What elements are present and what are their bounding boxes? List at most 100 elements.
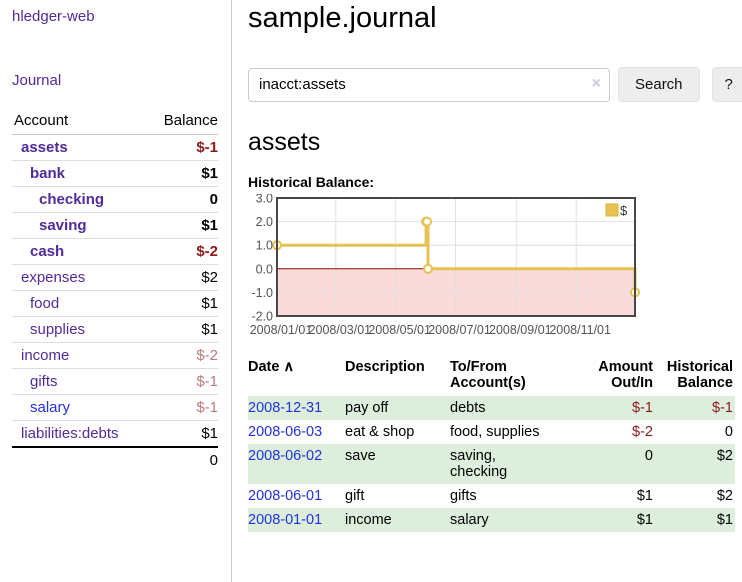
account-row: bank $1 bbox=[12, 160, 218, 187]
account-balance: $1 bbox=[146, 420, 218, 448]
account-heading: assets bbox=[248, 128, 321, 156]
transaction-accounts: food, supplies bbox=[450, 424, 540, 440]
transaction-row: 2008-01-01 income salary $1 $1 bbox=[248, 508, 735, 532]
account-link[interactable]: food bbox=[30, 295, 60, 312]
transaction-accounts: gifts bbox=[450, 488, 477, 504]
help-button[interactable]: ? bbox=[711, 67, 742, 102]
transaction-balance: $-1 bbox=[712, 400, 733, 416]
page-title: sample.journal bbox=[248, 2, 437, 34]
account-row: supplies $1 bbox=[12, 316, 218, 343]
sidebar: hledger-web Journal Account Balance asse… bbox=[0, 0, 232, 582]
app-title-link[interactable]: hledger-web bbox=[12, 8, 95, 25]
account-balance: $1 bbox=[146, 316, 218, 343]
clear-search-icon[interactable]: × bbox=[591, 74, 601, 92]
transaction-balance: $1 bbox=[716, 512, 733, 528]
register-header-row: Date ∧ Description To/From Account(s) Am… bbox=[248, 356, 735, 396]
transaction-description: save bbox=[345, 448, 376, 464]
account-balance: $-2 bbox=[146, 238, 218, 265]
transaction-row: 2008-12-31 pay off debts $-1 $-1 bbox=[248, 396, 735, 420]
transaction-row: 2008-06-03 eat & shop food, supplies $-2 0 bbox=[248, 420, 735, 444]
y-tick-label: 3.0 bbox=[256, 194, 273, 206]
register-table: Date ∧ Description To/From Account(s) Am… bbox=[248, 356, 735, 532]
account-row: saving $1 bbox=[12, 212, 218, 239]
transaction-date-link[interactable]: 2008-06-03 bbox=[248, 424, 323, 440]
data-point-marker bbox=[422, 216, 433, 227]
account-link[interactable]: saving bbox=[39, 217, 87, 234]
search-input-wrap: × bbox=[248, 67, 610, 102]
app-title: hledger-web bbox=[12, 8, 217, 26]
account-balance: $1 bbox=[146, 160, 218, 187]
account-link[interactable]: income bbox=[21, 347, 70, 364]
account-row: assets $-1 bbox=[12, 134, 218, 161]
account-balance: $-1 bbox=[146, 394, 218, 421]
main-content: sample.journal × Search ? assets Histori… bbox=[232, 0, 742, 582]
transaction-description: income bbox=[345, 512, 392, 528]
account-balance: 0 bbox=[146, 186, 218, 213]
data-point-marker bbox=[423, 263, 434, 274]
transaction-row: 2008-06-02 save saving, checking 0 $2 bbox=[248, 444, 735, 484]
y-tick-label: -2.0 bbox=[251, 310, 273, 324]
accounts-balance-table: Account Balance assets $-1 bank $1 checking 0… bbox=[12, 108, 218, 473]
transaction-balance: $2 bbox=[716, 488, 733, 504]
account-link[interactable]: salary bbox=[30, 399, 71, 416]
y-tick-label: 1.0 bbox=[256, 239, 273, 253]
y-tick-label: -1.0 bbox=[251, 286, 273, 300]
account-link[interactable]: cash bbox=[30, 243, 65, 260]
x-tick-label: 2008/09/01 bbox=[489, 323, 552, 337]
transaction-amount: $-1 bbox=[632, 400, 653, 416]
account-balance: $1 bbox=[146, 212, 218, 239]
accounts-header-row: Account Balance bbox=[12, 108, 218, 135]
balance-column-header: Balance bbox=[146, 108, 218, 135]
transaction-row: 2008-06-01 gift gifts $1 $2 bbox=[248, 484, 735, 508]
account-balance: $-2 bbox=[146, 342, 218, 369]
legend-swatch bbox=[605, 203, 619, 217]
transaction-description: eat & shop bbox=[345, 424, 415, 440]
account-link[interactable]: bank bbox=[30, 165, 66, 182]
transaction-date-link[interactable]: 2008-12-31 bbox=[248, 400, 323, 416]
account-balance: $-1 bbox=[146, 134, 218, 161]
x-tick-label: 2008/05/01 bbox=[368, 323, 431, 337]
search-input[interactable] bbox=[248, 67, 610, 102]
account-row: cash $-2 bbox=[12, 238, 218, 265]
journal-link[interactable]: Journal bbox=[12, 72, 62, 89]
x-tick-label: 2008/11/01 bbox=[549, 323, 611, 337]
chart-title: Historical Balance: bbox=[248, 174, 375, 190]
x-tick-label: 2008/01/01 bbox=[250, 323, 313, 337]
y-tick-label: 2.0 bbox=[256, 215, 273, 229]
transaction-amount: $-2 bbox=[632, 424, 653, 440]
account-link[interactable]: assets bbox=[21, 139, 68, 156]
accounts-total: 0 bbox=[209, 452, 218, 469]
transaction-amount: $1 bbox=[636, 488, 653, 504]
y-tick-label: 0.0 bbox=[256, 262, 273, 276]
transaction-accounts: saving, checking bbox=[450, 448, 508, 480]
transaction-date-link[interactable]: 2008-06-02 bbox=[248, 448, 323, 464]
historical-balance-chart: $3.0 2.0 1.0 0.0 -1.0 -2.02008/01/012008/03/0… bbox=[250, 194, 640, 337]
plot-border bbox=[276, 197, 636, 317]
account-link[interactable]: supplies bbox=[30, 321, 86, 338]
date-column-header[interactable]: Date ∧ bbox=[248, 359, 295, 375]
account-link[interactable]: checking bbox=[39, 191, 105, 208]
accounts-column-header: To/From Account(s) bbox=[450, 359, 526, 391]
x-tick-label: 2008/07/01 bbox=[428, 323, 491, 337]
transaction-accounts: salary bbox=[450, 512, 489, 528]
account-link[interactable]: liabilities:debts bbox=[21, 425, 119, 442]
account-link[interactable]: gifts bbox=[30, 373, 58, 390]
account-link[interactable]: expenses bbox=[21, 269, 86, 286]
transaction-date-link[interactable]: 2008-01-01 bbox=[248, 512, 323, 528]
transaction-balance: $2 bbox=[716, 448, 733, 464]
search-form: × Search ? bbox=[248, 67, 742, 102]
description-column-header: Description bbox=[345, 359, 425, 375]
account-row: checking 0 bbox=[12, 186, 218, 213]
legend-label: $ bbox=[620, 203, 628, 218]
transaction-date-link[interactable]: 2008-06-01 bbox=[248, 488, 323, 504]
account-row: liabilities:debts $1 bbox=[12, 420, 218, 448]
accounts-total-row: 0 bbox=[12, 447, 218, 473]
account-row: food $1 bbox=[12, 290, 218, 317]
account-row: gifts $-1 bbox=[12, 368, 218, 395]
transaction-balance: 0 bbox=[724, 424, 733, 440]
sidebar-item-journal: Journal bbox=[12, 72, 217, 90]
x-tick-label: 2008/03/01 bbox=[309, 323, 372, 337]
sort-ascending-icon: ∧ bbox=[283, 359, 295, 375]
search-button[interactable]: Search bbox=[618, 67, 700, 102]
